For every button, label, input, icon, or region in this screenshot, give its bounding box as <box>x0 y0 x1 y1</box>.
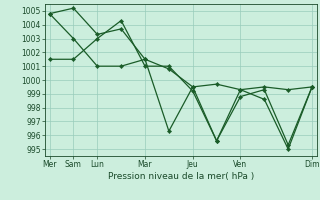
X-axis label: Pression niveau de la mer( hPa ): Pression niveau de la mer( hPa ) <box>108 172 254 181</box>
